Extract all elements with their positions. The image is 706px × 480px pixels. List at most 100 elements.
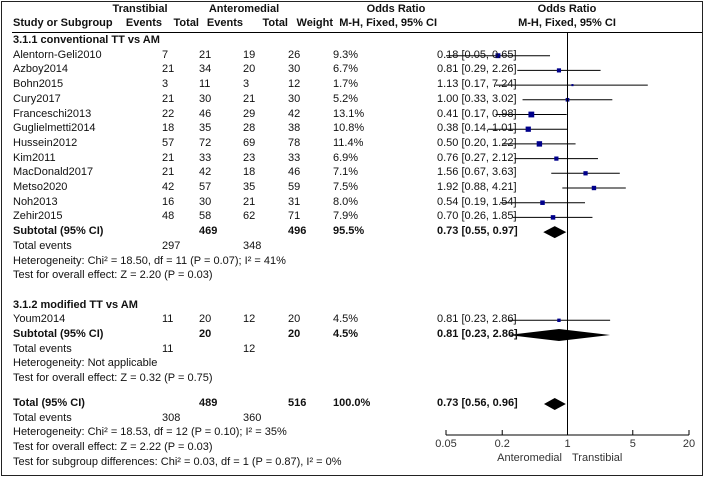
plot-subheader: M-H, Fixed, 95% CI [518, 17, 616, 29]
total-anteromedial: 496 [288, 225, 307, 238]
study-name: Metso2020 [13, 181, 68, 193]
events-anteromedial: 21 [243, 92, 256, 105]
overall-effect: Test for overall effect: Z = 2.20 (P = 0… [13, 269, 213, 282]
study-box [571, 84, 574, 87]
total-anteromedial: 71 [288, 210, 301, 223]
odds-ratio-ci: 1.00 [0.33, 3.02] [437, 92, 517, 105]
subgroup-title: 3.1.1 conventional TT vs AM [13, 34, 160, 46]
column-header: Weight [296, 17, 333, 29]
events-transtibial: 21 [162, 63, 175, 76]
x-tick-label: 0.2 [494, 438, 510, 450]
total-transtibial: 469 [199, 225, 218, 238]
events-transtibial: 57 [162, 136, 175, 149]
events-transtibial: 3 [162, 78, 169, 91]
odds-ratio-ci: 1.13 [0.17, 7.24] [437, 78, 517, 91]
total-anteromedial: 31 [288, 195, 301, 208]
total-transtibial: 21 [199, 48, 212, 61]
events-transtibial: 18 [162, 122, 175, 135]
total-transtibial: 72 [199, 136, 212, 149]
study-box [536, 141, 543, 147]
total-transtibial: 33 [199, 151, 212, 164]
total-events-transtibial: 297 [162, 239, 181, 252]
events-transtibial: 48 [162, 210, 175, 223]
column-header: Total [173, 17, 199, 29]
weight: 1.7% [333, 78, 359, 91]
favours-left-label: Anteromedial [497, 452, 562, 464]
column-header: Events [206, 17, 243, 29]
weight: 7.9% [333, 210, 359, 223]
total-transtibial: 30 [199, 195, 212, 208]
weight: 4.5% [333, 313, 359, 326]
x-tick-label: 0.05 [435, 438, 457, 450]
total-anteromedial: 26 [288, 48, 301, 61]
study-name: Franceschi2013 [13, 107, 92, 120]
odds-ratio-ci: 0.70 [0.26, 1.85] [437, 210, 517, 223]
total-transtibial: 58 [199, 210, 212, 223]
total-events-label: Total events [13, 411, 72, 424]
pooled-diamond [543, 398, 566, 410]
weight: 95.5% [333, 225, 365, 238]
odds-ratio-ci: 0.81 [0.29, 2.26] [437, 63, 517, 76]
events-anteromedial: 23 [243, 151, 256, 164]
total-anteromedial: 30 [288, 63, 301, 76]
events-anteromedial: 19 [243, 48, 256, 61]
events-anteromedial: 28 [243, 122, 256, 135]
subtotal-label: Subtotal (95% CI) [13, 328, 104, 340]
study-box [591, 185, 597, 191]
group1-header: Transtibial [112, 3, 168, 15]
study-box [528, 111, 535, 118]
study-box [583, 171, 588, 176]
study-name: MacDonald2017 [13, 166, 94, 179]
weight: 7.1% [333, 166, 359, 179]
x-tick-label: 1 [564, 438, 571, 450]
odds-ratio-ci: 0.73 [0.55, 0.97] [437, 225, 518, 238]
study-box [540, 200, 545, 205]
column-header: M-H, Fixed, 95% CI [339, 17, 437, 29]
total-events-transtibial: 11 [162, 342, 174, 355]
study-name: Youm2014 [13, 313, 66, 326]
events-transtibial: 21 [162, 166, 175, 179]
events-anteromedial: 21 [243, 195, 256, 208]
group2-header: Anteromedial [208, 3, 280, 15]
events-anteromedial: 35 [243, 181, 256, 193]
header-rule [12, 32, 702, 33]
events-anteromedial: 62 [243, 210, 256, 223]
total-transtibial: 46 [199, 107, 212, 120]
study-name: Cury2017 [13, 92, 61, 105]
odds-ratio-ci: 0.18 [0.05, 0.65] [437, 48, 517, 61]
subtotal-label: Subtotal (95% CI) [13, 225, 104, 238]
total-anteromedial: 59 [288, 181, 301, 193]
column-header: Total [262, 17, 288, 29]
odds-ratio-ci: 0.50 [0.20, 1.22] [437, 136, 517, 149]
events-anteromedial: 18 [243, 166, 256, 179]
weight: 6.9% [333, 151, 359, 164]
total-transtibial: 34 [199, 63, 212, 76]
total-transtibial: 11 [199, 78, 211, 91]
total-anteromedial: 30 [288, 92, 301, 105]
total-anteromedial: 46 [288, 166, 301, 179]
odds-ratio-ci: 0.41 [0.17, 0.98] [437, 107, 517, 120]
study-name: Kim2011 [13, 151, 56, 164]
events-anteromedial: 69 [243, 136, 256, 149]
events-transtibial: 16 [162, 195, 175, 208]
events-anteromedial: 12 [243, 313, 256, 326]
total-anteromedial: 38 [288, 122, 301, 135]
total-anteromedial: 78 [288, 136, 301, 149]
study-name: Noh2013 [13, 195, 58, 208]
column-header: Study or Subgroup [13, 17, 113, 29]
x-tick-label: 5 [629, 438, 636, 450]
subgroup-differences: Test for subgroup differences: Chi² = 0.… [13, 455, 342, 468]
total-anteromedial: 516 [288, 397, 307, 409]
events-anteromedial: 29 [243, 107, 256, 120]
total-transtibial: 57 [199, 181, 212, 193]
study-box [525, 126, 531, 132]
events-anteromedial: 20 [243, 63, 256, 76]
study-name: Azboy2014 [13, 63, 69, 76]
study-name: Guglielmetti2014 [13, 122, 96, 135]
study-box [550, 215, 556, 220]
study-name: Alentorn-Geli2010 [13, 48, 102, 61]
pooled-diamond [543, 226, 567, 239]
weight: 100.0% [333, 397, 371, 409]
or-column-header: Odds Ratio [366, 3, 426, 15]
